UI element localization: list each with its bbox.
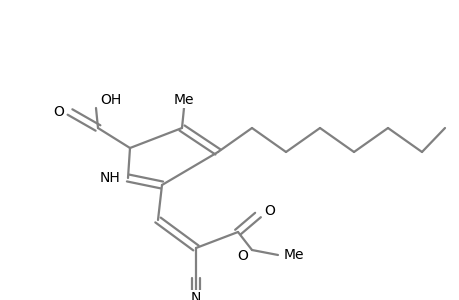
Text: O: O — [236, 249, 247, 263]
Text: O: O — [263, 204, 274, 218]
Text: NH: NH — [99, 171, 120, 185]
Text: O: O — [53, 105, 64, 119]
Text: N: N — [190, 291, 201, 300]
Text: Me: Me — [174, 93, 194, 107]
Text: Me: Me — [283, 248, 304, 262]
Text: OH: OH — [100, 93, 121, 107]
